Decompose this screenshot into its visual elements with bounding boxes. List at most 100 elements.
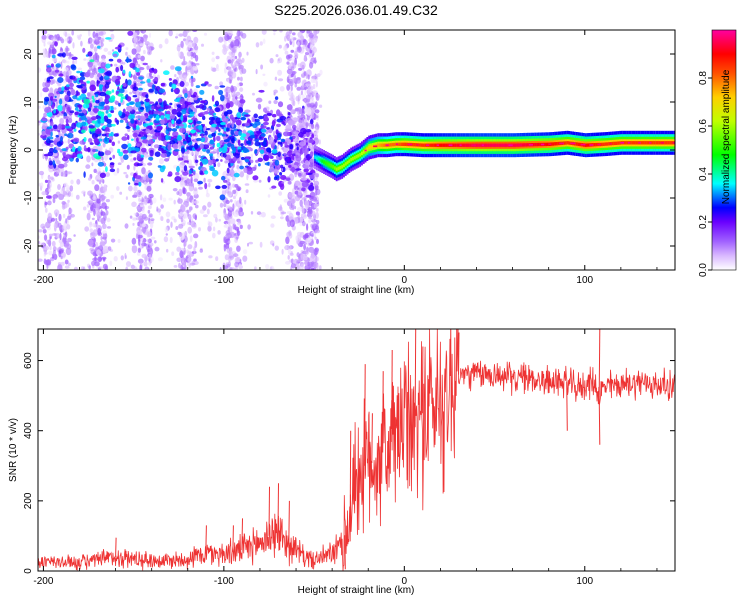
heatmap-noise-cell [300,213,304,217]
heatmap-noise-cell [113,171,118,176]
heatmap-noise-cell [46,239,50,245]
heatmap-cloud-cell [236,112,242,118]
heatmap-noise-cell [303,243,306,251]
heatmap-cloud-cell [75,157,80,163]
heatmap-noise-cell [224,62,228,68]
heatmap-ridge-cell [575,142,578,146]
heatmap-noise-cell [70,192,74,198]
heatmap-peak-cell [448,144,453,146]
heatmap-noise-cell [259,241,263,248]
heatmap-cloud-cell [57,77,64,83]
heatmap-noise-cell [291,262,296,269]
heatmap-noise-cell [224,254,230,261]
heatmap-cloud-cell [65,75,69,82]
heatmap-noise-cell [309,255,315,263]
heatmap-peak-cell [373,145,378,148]
heatmap-cloud-cell [197,97,203,101]
heatmap-ridge-cell [435,143,437,147]
heatmap-noise-cell [295,235,299,242]
heatmap-cloud-cell [52,149,58,154]
heatmap-noise-cell [149,72,152,77]
heatmap-noise-cell [207,178,213,183]
heatmap-noise-cell [300,90,303,96]
heatmap-cloud-cell [308,138,315,144]
heatmap-noise-cell [120,255,125,261]
heatmap-cloud-cell [136,163,143,167]
heatmap-bright-cell [260,128,267,133]
heatmap-noise-cell [224,31,228,36]
heatmap-noise-cell [297,115,304,119]
heatmap-cloud-cell [137,121,142,126]
heatmap-bright-cell [118,110,123,117]
heatmap-cloud-cell [176,111,182,118]
heatmap-noise-cell [95,202,100,211]
heatmap-noise-cell [131,245,137,249]
heatmap-noise-cell [306,223,309,231]
heatmap-noise-cell [129,91,133,95]
heatmap-noise-cell [311,92,316,97]
heatmap-noise-cell [218,36,224,43]
heatmap-noise-cell [189,182,194,187]
heatmap-noise-cell [303,39,308,46]
heatmap-noise-cell [296,86,302,91]
heatmap-cloud-cell [83,145,87,151]
heatmap-ridge-cell [362,150,365,154]
heatmap-bright-cell [238,130,242,136]
heatmap-ridge-cell [389,143,392,147]
heatmap-noise-cell [140,55,145,62]
heatmap-noise-cell [291,78,296,84]
heatmap-cloud-cell [211,169,219,177]
heatmap-cloud-cell [175,125,180,129]
heatmap-cloud-cell [89,59,95,63]
heatmap-cloud-cell [280,175,287,180]
heatmap-cloud-cell [195,85,201,89]
heatmap-noise-cell [52,246,57,252]
heatmap-noise-cell [42,81,46,88]
heatmap-cloud-cell [304,160,310,166]
heatmap-cloud-cell [305,129,312,133]
heatmap-cloud-cell [183,165,188,172]
heatmap-noise-cell [286,76,290,83]
heatmap-noise-cell [67,171,73,174]
heatmap-noise-cell [144,41,150,46]
heatmap-noise-cell [236,230,241,237]
heatmap-bright-cell [130,118,135,124]
heatmap-noise-cell [239,224,243,229]
spectrogram-y-axis-label: Frequency (Hz) [8,116,19,185]
heatmap-noise-cell [40,223,46,229]
heatmap-cloud-cell [235,119,242,126]
heatmap-cloud-cell [49,147,55,154]
heatmap-ridge-cell [554,142,556,146]
heatmap-noise-cell [229,53,233,58]
heatmap-ridge-cell [647,141,650,145]
heatmap-cloud-cell [97,118,101,124]
heatmap-ridge-cell [353,156,356,160]
heatmap-noise-cell [145,267,149,270]
heatmap-cloud-cell [258,89,265,93]
heatmap-ridge-cell [380,143,383,147]
heatmap-cloud-cell [194,142,199,150]
heatmap-cloud-cell [145,98,150,103]
heatmap-noise-cell [302,74,305,77]
heatmap-cloud-cell [126,56,129,64]
heatmap-noise-cell [292,259,297,264]
heatmap-noise-cell [288,232,293,239]
heatmap-noise-cell [141,240,144,249]
heatmap-cloud-cell [169,102,173,106]
heatmap-cloud-cell [163,70,170,75]
heatmap-noise-cell [223,236,226,244]
heatmap-ridge-cell [527,143,529,147]
snr-spike [232,525,234,552]
heatmap-cloud-cell [76,70,81,74]
heatmap-noise-cell [203,214,208,218]
heatmap-cloud-cell [279,115,287,121]
heatmap-cloud-cell [50,96,54,101]
heatmap-noise-cell [67,262,71,266]
heatmap-noise-cell [314,236,317,240]
heatmap-cloud-cell [110,131,114,138]
heatmap-noise-cell [84,226,90,232]
heatmap-noise-cell [315,173,320,178]
heatmap-noise-cell [117,162,122,165]
heatmap-bright-cell [167,127,173,132]
